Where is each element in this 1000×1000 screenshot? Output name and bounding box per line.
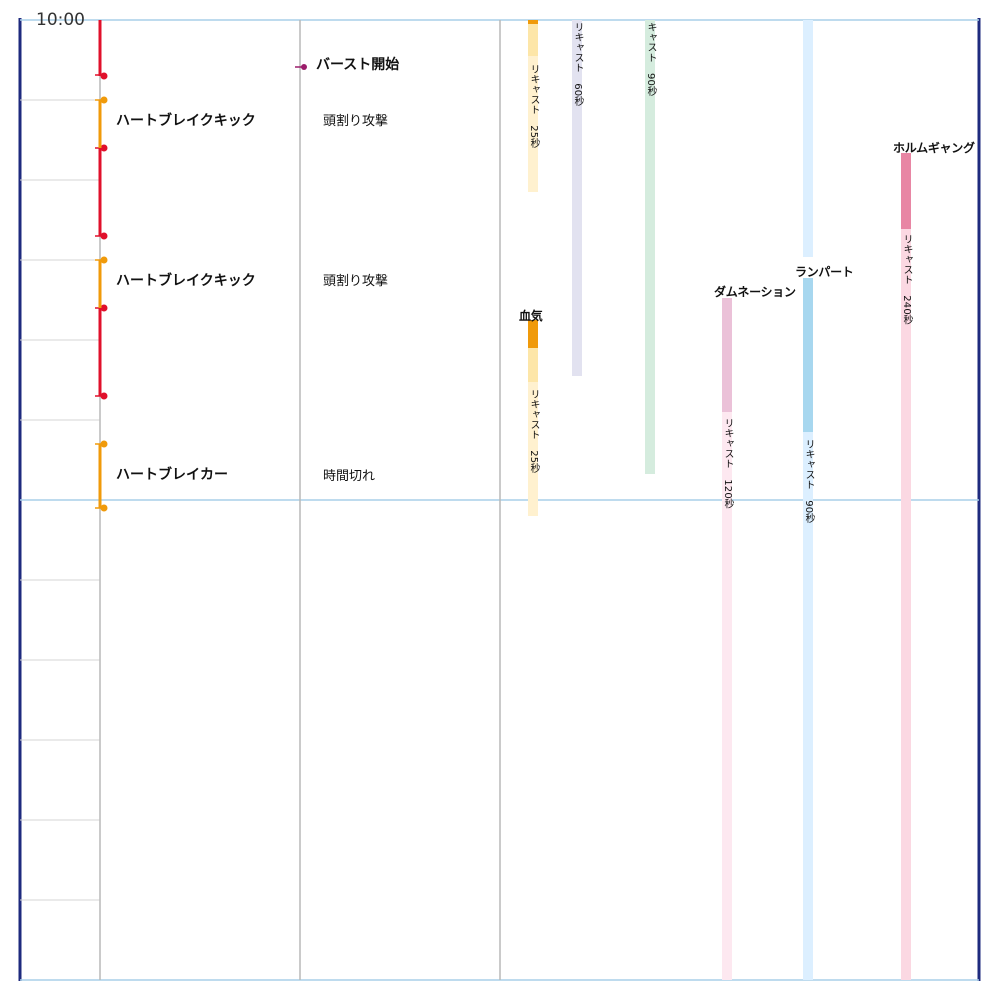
action-name: ハートブレイクキック (116, 273, 256, 289)
recast-label: リキャスト 90秒 (803, 439, 814, 524)
cd-e-active (803, 278, 813, 432)
cd-a1-recast (528, 24, 538, 192)
red-dots (100, 72, 108, 400)
cd-b-bar (572, 20, 582, 376)
cd-c-bar (645, 20, 655, 474)
cd-e-recast (803, 432, 813, 980)
action-effect: 頭割り攻撃 (323, 114, 389, 129)
cd-f-recast (901, 229, 911, 980)
recast-label: リキャスト 120秒 (722, 418, 733, 510)
recast-label: リキャスト 25秒 (528, 389, 539, 474)
recast-label: キャスト 90秒 (645, 22, 656, 97)
orange-dots (100, 96, 108, 512)
time-label: 10:00 (36, 10, 85, 30)
cd-a2-active (528, 320, 538, 348)
burst-marker-dot (301, 64, 307, 70)
recast-label: リキャスト 240秒 (901, 234, 912, 326)
recast-label: リキャスト 60秒 (572, 22, 583, 107)
cd-a2-recast-hi (528, 348, 538, 382)
cd-d-active (722, 298, 732, 412)
skill-label: ホルムギャング (893, 141, 975, 155)
action-effect: 時間切れ (323, 469, 376, 484)
action-name: ハートブレイクキック (116, 113, 256, 129)
skill-label: ランパート (795, 265, 854, 279)
cd-a1-active (528, 20, 538, 24)
minor-ticks (20, 99, 100, 901)
cd-a2-recast (528, 382, 538, 516)
cd-e-prev (803, 20, 813, 257)
skill-label: 血気 (519, 309, 543, 323)
action-name: ハートブレイカー (116, 467, 228, 483)
cd-f-active (901, 153, 911, 229)
burst-label: バースト開始 (316, 57, 400, 73)
skill-label: ダムネーション (714, 285, 796, 299)
cd-a1-recast-hi (528, 24, 538, 56)
action-effect: 頭割り攻撃 (323, 274, 389, 289)
cd-d-recast (722, 412, 732, 980)
recast-label: リキャスト 25秒 (528, 64, 539, 149)
